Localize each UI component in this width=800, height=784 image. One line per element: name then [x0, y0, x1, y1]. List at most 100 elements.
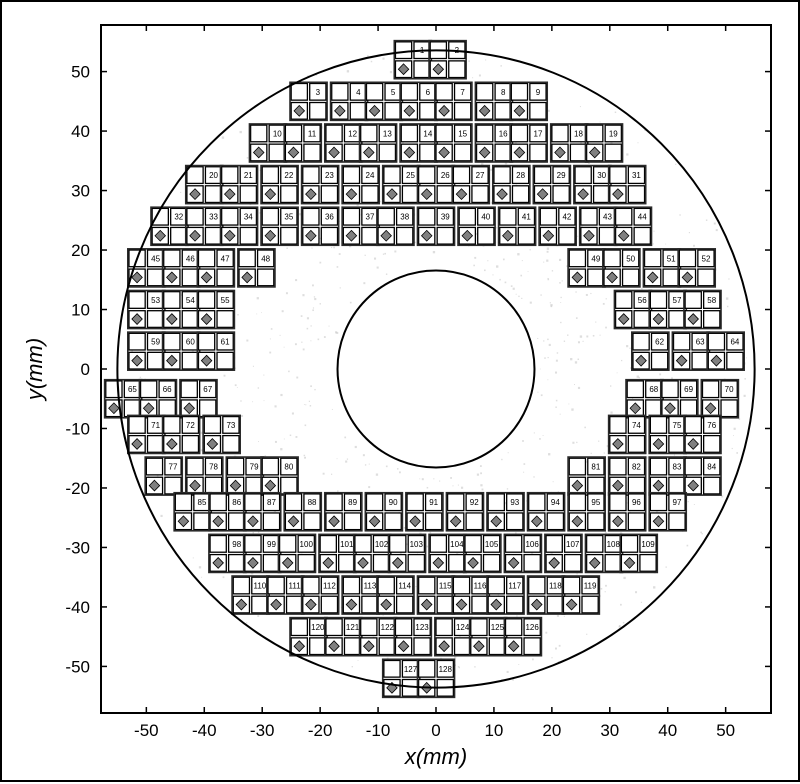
svg-text:69: 69	[684, 385, 693, 394]
svg-text:-30: -30	[250, 721, 275, 740]
cluster-55: 55	[197, 290, 234, 328]
svg-text:29: 29	[557, 171, 566, 180]
cluster-20: 20	[186, 166, 223, 204]
x-axis-label: x(mm)	[404, 744, 467, 769]
cluster-102: 102	[354, 534, 391, 572]
svg-text:30: 30	[597, 171, 606, 180]
cluster-27: 27	[452, 166, 489, 204]
svg-text:27: 27	[476, 171, 485, 180]
cluster-99: 99	[244, 534, 281, 572]
cluster-92: 92	[446, 493, 483, 531]
cluster-40: 40	[458, 207, 495, 245]
svg-text:84: 84	[707, 463, 716, 472]
svg-text:117: 117	[508, 582, 521, 591]
cluster-75: 75	[649, 415, 686, 453]
svg-text:63: 63	[696, 338, 705, 347]
cluster-76: 76	[684, 415, 721, 453]
cluster-37: 37	[342, 207, 379, 245]
svg-text:50: 50	[71, 63, 90, 82]
svg-text:20: 20	[71, 241, 90, 260]
svg-text:119: 119	[584, 582, 597, 591]
svg-text:-20: -20	[308, 721, 333, 740]
cluster-78: 78	[186, 457, 223, 495]
cluster-12: 12	[325, 124, 362, 162]
cluster-59: 59	[128, 332, 165, 370]
svg-text:90: 90	[389, 498, 398, 507]
svg-text:24: 24	[366, 171, 375, 180]
cluster-7: 7	[435, 82, 472, 120]
svg-text:0: 0	[431, 721, 440, 740]
svg-text:23: 23	[325, 171, 334, 180]
cluster-19: 19	[585, 124, 622, 162]
cluster-31: 31	[609, 166, 646, 204]
svg-text:103: 103	[410, 540, 424, 549]
svg-text:34: 34	[244, 213, 253, 222]
svg-text:8: 8	[501, 88, 506, 97]
cluster-73: 73	[203, 415, 240, 453]
cluster-56: 56	[614, 290, 651, 328]
svg-text:96: 96	[632, 498, 641, 507]
cluster-97: 97	[649, 493, 686, 531]
svg-text:77: 77	[169, 463, 178, 472]
svg-text:4: 4	[356, 88, 361, 97]
svg-text:109: 109	[641, 540, 655, 549]
svg-text:41: 41	[522, 213, 531, 222]
cluster-98: 98	[209, 534, 246, 572]
cluster-84: 84	[684, 457, 721, 495]
cluster-90: 90	[365, 493, 402, 531]
cluster-3: 3	[290, 82, 327, 120]
svg-text:18: 18	[574, 129, 583, 138]
svg-text:3: 3	[316, 88, 321, 97]
svg-text:126: 126	[525, 623, 539, 632]
svg-text:33: 33	[209, 213, 218, 222]
cluster-64: 64	[707, 332, 744, 370]
cluster-116: 116	[452, 576, 489, 614]
svg-text:40: 40	[658, 721, 677, 740]
cluster-125: 125	[470, 618, 507, 656]
svg-text:0: 0	[81, 360, 90, 379]
cluster-95: 95	[568, 493, 605, 531]
cluster-82: 82	[609, 457, 646, 495]
cluster-101: 101	[319, 534, 356, 572]
cluster-63: 63	[672, 332, 709, 370]
svg-text:10: 10	[273, 129, 282, 138]
cluster-18: 18	[551, 124, 588, 162]
svg-text:72: 72	[186, 421, 195, 430]
cluster-119: 119	[562, 576, 599, 614]
svg-text:50: 50	[626, 254, 635, 263]
cluster-36: 36	[302, 207, 339, 245]
cluster-52: 52	[678, 249, 715, 287]
svg-text:93: 93	[510, 498, 519, 507]
svg-text:14: 14	[423, 129, 432, 138]
svg-text:123: 123	[415, 623, 429, 632]
chart-svg: 1234567891011121314151617181920212223242…	[2, 2, 800, 784]
svg-text:20: 20	[209, 171, 218, 180]
cluster-50: 50	[603, 249, 640, 287]
cluster-49: 49	[568, 249, 605, 287]
svg-text:68: 68	[649, 385, 658, 394]
svg-text:125: 125	[491, 623, 505, 632]
cluster-25: 25	[383, 166, 420, 204]
cluster-79: 79	[226, 457, 263, 495]
svg-text:9: 9	[536, 88, 541, 97]
svg-text:61: 61	[221, 338, 230, 347]
cluster-41: 41	[499, 207, 536, 245]
svg-text:45: 45	[151, 254, 160, 263]
svg-text:28: 28	[516, 171, 525, 180]
cluster-46: 46	[163, 249, 200, 287]
cluster-61: 61	[197, 332, 234, 370]
svg-text:7: 7	[460, 88, 465, 97]
svg-text:118: 118	[549, 582, 562, 591]
cluster-100: 100	[278, 534, 315, 572]
cluster-34: 34	[220, 207, 257, 245]
cluster-105: 105	[464, 534, 501, 572]
cluster-127: 127	[383, 659, 420, 697]
svg-text:127: 127	[404, 665, 418, 674]
svg-text:12: 12	[348, 129, 357, 138]
svg-text:-40: -40	[192, 721, 217, 740]
cluster-30: 30	[574, 166, 611, 204]
svg-text:39: 39	[441, 213, 450, 222]
svg-text:78: 78	[209, 463, 218, 472]
svg-text:16: 16	[499, 129, 508, 138]
cluster-22: 22	[261, 166, 298, 204]
